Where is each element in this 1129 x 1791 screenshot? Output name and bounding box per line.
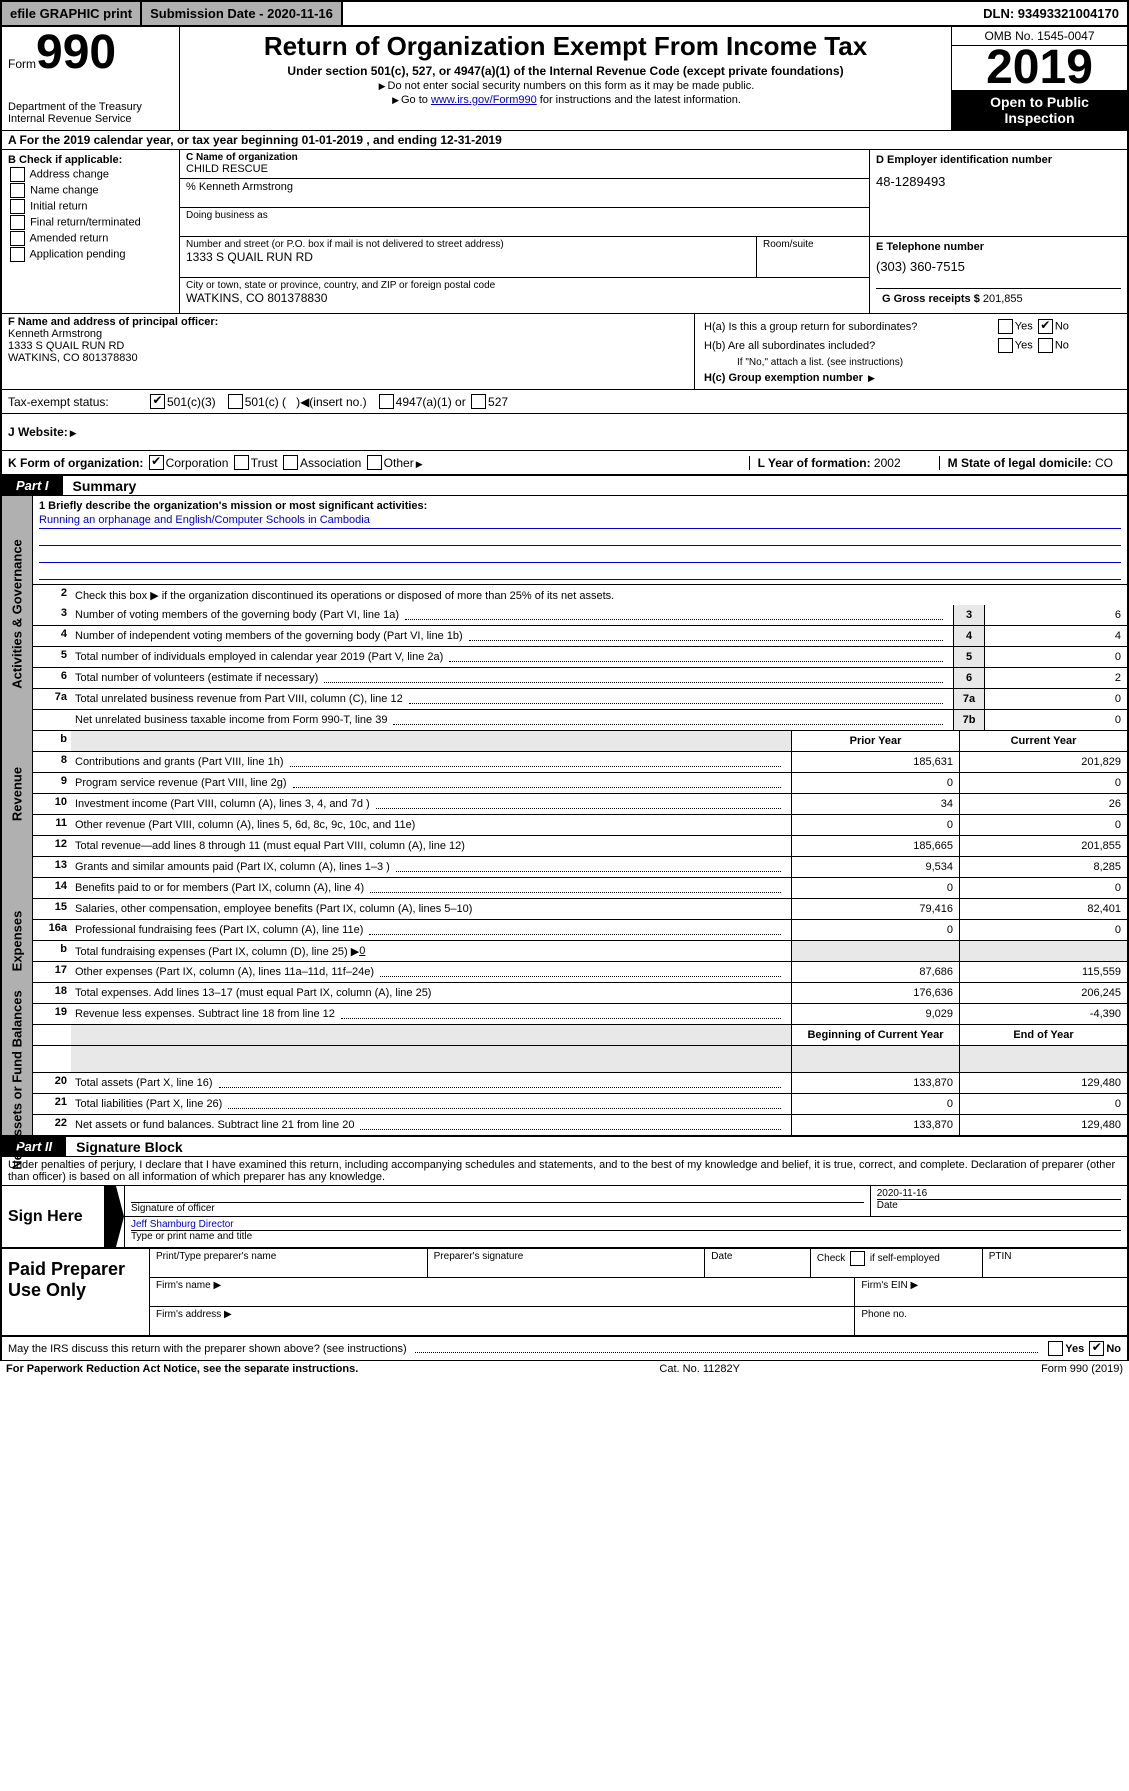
cb-assoc[interactable] — [283, 455, 298, 470]
row-a-period: A For the 2019 calendar year, or tax yea… — [0, 130, 1129, 150]
part2-header: Part II Signature Block — [0, 1137, 1129, 1157]
officer-name: Jeff Shamburg Director — [131, 1219, 1121, 1230]
city-state-zip: WATKINS, CO 801378830 — [186, 291, 863, 305]
box-f: F Name and address of principal officer:… — [2, 314, 695, 389]
room-suite-label: Room/suite — [757, 237, 869, 277]
care-of: % Kenneth Armstrong — [180, 179, 869, 208]
org-name: CHILD RESCUE — [186, 163, 863, 175]
cb-address-change[interactable] — [10, 167, 25, 182]
telephone: (303) 360-7515 — [876, 259, 1121, 274]
form-subtitle: Under section 501(c), 527, or 4947(a)(1)… — [186, 64, 945, 78]
cb-corp[interactable] — [149, 455, 164, 470]
cb-final-return[interactable] — [10, 215, 25, 230]
mission-box: 1 Briefly describe the organization's mi… — [33, 496, 1127, 585]
submission-date: Submission Date - 2020-11-16 — [142, 2, 343, 25]
cb-527[interactable] — [471, 394, 486, 409]
cb-self-employed[interactable] — [850, 1251, 865, 1266]
cb-discuss-yes[interactable] — [1048, 1341, 1063, 1356]
hdr-end-year: End of Year — [959, 1025, 1127, 1045]
val-7b: 0 — [984, 710, 1127, 730]
footer: For Paperwork Reduction Act Notice, see … — [0, 1361, 1129, 1377]
form-header: Form990 Department of the Treasury Inter… — [0, 27, 1129, 130]
val-3: 6 — [984, 605, 1127, 625]
form-number: Form990 — [8, 33, 173, 73]
note-2: Go to www.irs.gov/Form990 for instructio… — [186, 94, 945, 106]
note-1: Do not enter social security numbers on … — [186, 80, 945, 92]
cb-ha-yes[interactable] — [998, 319, 1013, 334]
tax-year: 2019 — [952, 46, 1127, 90]
val-6: 2 — [984, 668, 1127, 688]
cb-4947[interactable] — [379, 394, 394, 409]
part1-header: Part I Summary — [0, 476, 1129, 496]
hdr-current-year: Current Year — [959, 731, 1127, 751]
box-c: C Name of organization CHILD RESCUE % Ke… — [180, 150, 870, 236]
val-5: 0 — [984, 647, 1127, 667]
efile-print-button[interactable]: efile GRAPHIC print — [2, 2, 142, 25]
sig-date: 2020-11-16 — [877, 1188, 1121, 1199]
box-g: G Gross receipts $ 201,855 — [876, 288, 1121, 309]
paid-preparer-section: Paid Preparer Use Only Print/Type prepar… — [0, 1249, 1129, 1337]
k-org-row: K Form of organization: Corporation Trus… — [0, 450, 1129, 476]
val-4: 4 — [984, 626, 1127, 646]
dept-label: Department of the Treasury Internal Reve… — [8, 101, 173, 125]
ein-value: 48-1289493 — [876, 174, 1121, 189]
vtab-governance: Activities & Governance — [2, 496, 33, 731]
box-e: E Telephone number (303) 360-7515 — [876, 241, 1121, 274]
sign-arrow-icon — [104, 1186, 124, 1247]
cb-hb-no[interactable] — [1038, 338, 1053, 353]
vtab-revenue: Revenue — [2, 731, 33, 857]
cb-other[interactable] — [367, 455, 382, 470]
val-7a: 0 — [984, 689, 1127, 709]
box-b: B Check if applicable: Address change Na… — [2, 150, 180, 313]
cb-amended[interactable] — [10, 231, 25, 246]
irs-discuss-row: May the IRS discuss this return with the… — [0, 1337, 1129, 1361]
line-2: Check this box ▶ if the organization dis… — [71, 585, 1127, 605]
dln-label: DLN: 93493321004170 — [975, 2, 1127, 25]
open-public: Open to Public Inspection — [952, 90, 1127, 130]
box-h: H(a) Is this a group return for subordin… — [695, 314, 1127, 389]
cb-discuss-no[interactable] — [1089, 1341, 1104, 1356]
vtab-net-assets: Net Assets or Fund Balances — [2, 1025, 33, 1135]
box-d: D Employer identification number 48-1289… — [870, 150, 1127, 236]
cb-hb-yes[interactable] — [998, 338, 1013, 353]
cb-initial-return[interactable] — [10, 199, 25, 214]
website-row: J Website: — [0, 413, 1129, 450]
cb-name-change[interactable] — [10, 183, 25, 198]
cb-501c3[interactable] — [150, 394, 165, 409]
cb-app-pending[interactable] — [10, 247, 25, 262]
cb-trust[interactable] — [234, 455, 249, 470]
cb-ha-no[interactable] — [1038, 319, 1053, 334]
cb-501c[interactable] — [228, 394, 243, 409]
sign-here-section: Sign Here Signature of officer 2020-11-1… — [0, 1185, 1129, 1249]
top-bar: efile GRAPHIC print Submission Date - 20… — [0, 0, 1129, 27]
form-title: Return of Organization Exempt From Incom… — [186, 31, 945, 62]
hdr-begin-year: Beginning of Current Year — [791, 1025, 959, 1045]
dba-label: Doing business as — [180, 208, 869, 236]
mission-text: Running an orphanage and English/Compute… — [39, 514, 1121, 529]
street-address: 1333 S QUAIL RUN RD — [186, 250, 750, 264]
tax-exempt-row: Tax-exempt status: 501(c)(3) 501(c) ( ) … — [0, 389, 1129, 413]
declaration-text: Under penalties of perjury, I declare th… — [0, 1157, 1129, 1185]
hdr-prior-year: Prior Year — [791, 731, 959, 751]
irs-link[interactable]: www.irs.gov/Form990 — [431, 94, 537, 106]
